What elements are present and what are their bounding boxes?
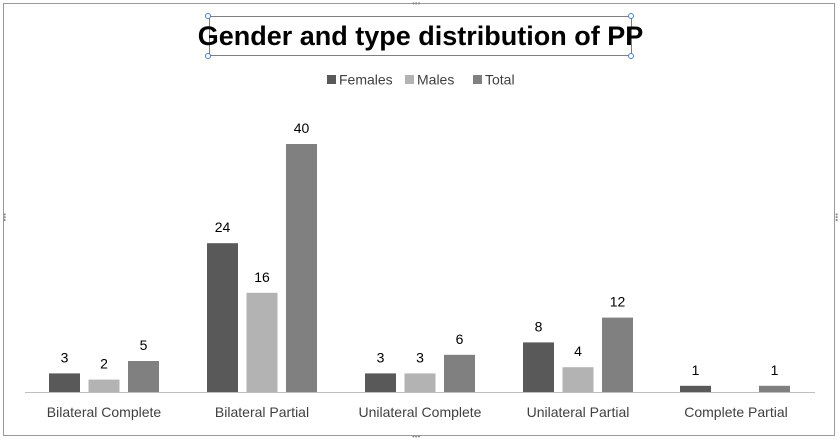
x-tick-label-unilateral-partial: Unilateral Partial	[527, 404, 630, 420]
bar-total-bilateral-complete[interactable]	[128, 361, 159, 392]
data-label-males-bilateral-partial: 16	[254, 269, 270, 285]
legend-swatch-females[interactable]	[327, 75, 336, 84]
bar-males-bilateral-partial[interactable]	[246, 292, 278, 392]
data-label-total-bilateral-partial: 40	[294, 120, 310, 136]
legend-swatch-total[interactable]	[473, 75, 482, 84]
top-resize-handle[interactable]: •••	[412, 0, 421, 8]
x-tick-label-complete-partial: Complete Partial	[684, 404, 788, 420]
data-label-females-bilateral-complete: 3	[61, 349, 69, 365]
x-tick-label-bilateral-partial: Bilateral Partial	[215, 404, 309, 420]
bar-females-unilateral-partial[interactable]	[523, 342, 554, 392]
data-label-males-unilateral-complete: 3	[416, 349, 424, 365]
data-label-total-complete-partial: 1	[771, 362, 779, 378]
bar-total-bilateral-partial[interactable]	[286, 144, 317, 392]
data-label-females-unilateral-partial: 8	[535, 318, 543, 334]
chart-title[interactable]: Gender and type distribution of PP	[198, 16, 643, 56]
legend-swatch-males[interactable]	[405, 75, 414, 84]
data-label-males-unilateral-partial: 4	[574, 343, 582, 359]
bar-females-bilateral-complete[interactable]	[49, 373, 80, 392]
bar-males-unilateral-complete[interactable]	[404, 373, 436, 392]
bar-females-bilateral-partial[interactable]	[207, 243, 238, 392]
bar-females-complete-partial[interactable]	[680, 385, 711, 392]
bar-males-unilateral-partial[interactable]	[562, 367, 594, 392]
bar-males-bilateral-complete[interactable]	[88, 379, 120, 392]
data-label-females-unilateral-complete: 3	[377, 349, 385, 365]
legend-label-total[interactable]: Total	[485, 72, 515, 88]
right-resize-handle[interactable]: •••	[832, 213, 840, 222]
legend-label-males[interactable]: Males	[417, 72, 454, 88]
title-handle-bottom-right[interactable]	[628, 53, 634, 59]
data-label-females-bilateral-partial: 24	[215, 219, 231, 235]
x-tick-label-unilateral-complete: Unilateral Complete	[359, 404, 482, 420]
title-handle-top-left[interactable]	[205, 13, 211, 19]
data-label-total-bilateral-complete: 5	[140, 337, 148, 353]
data-label-total-unilateral-partial: 12	[610, 294, 626, 310]
data-label-females-complete-partial: 1	[692, 362, 700, 378]
legend-label-females[interactable]: Females	[339, 72, 393, 88]
x-tick-label-bilateral-complete: Bilateral Complete	[47, 404, 162, 420]
data-label-total-unilateral-complete: 6	[456, 331, 464, 347]
bar-females-unilateral-complete[interactable]	[365, 373, 396, 392]
bar-total-complete-partial[interactable]	[759, 385, 790, 392]
bottom-resize-handle[interactable]: •••	[412, 432, 421, 441]
title-handle-top-right[interactable]	[628, 13, 634, 19]
left-resize-handle[interactable]: •••	[0, 213, 9, 222]
bar-total-unilateral-partial[interactable]	[602, 317, 633, 392]
bar-total-unilateral-complete[interactable]	[444, 354, 475, 392]
title-handle-bottom-left[interactable]	[205, 53, 211, 59]
data-label-males-bilateral-complete: 2	[100, 356, 108, 372]
